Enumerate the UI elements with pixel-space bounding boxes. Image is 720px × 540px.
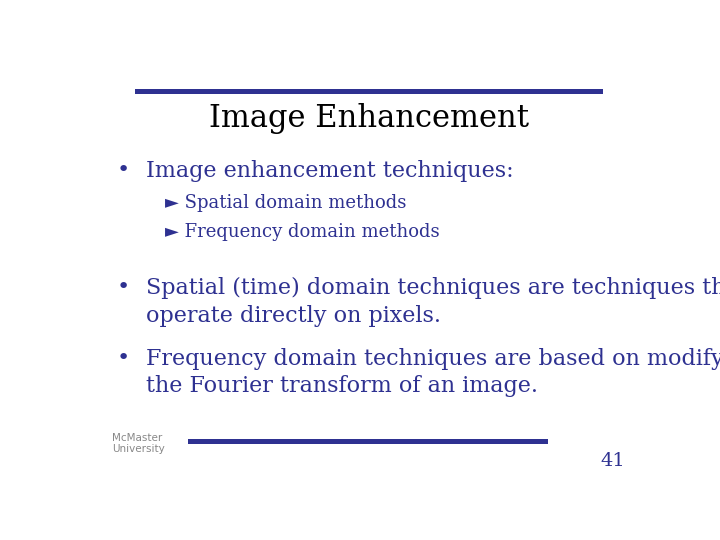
Text: ► Spatial domain methods: ► Spatial domain methods xyxy=(166,194,407,212)
Bar xyxy=(188,439,547,444)
Text: ► Frequency domain methods: ► Frequency domain methods xyxy=(166,223,440,241)
Text: McMaster
University: McMaster University xyxy=(112,433,165,454)
Text: Frequency domain techniques are based on modifying
the Fourier transform of an i: Frequency domain techniques are based on… xyxy=(145,348,720,397)
Text: •: • xyxy=(117,348,130,368)
Text: •: • xyxy=(117,160,130,180)
Bar xyxy=(135,89,603,94)
Text: •: • xyxy=(117,277,130,297)
Text: Image enhancement techniques:: Image enhancement techniques: xyxy=(145,160,513,183)
Text: Spatial (time) domain techniques are techniques that
operate directly on pixels.: Spatial (time) domain techniques are tec… xyxy=(145,277,720,327)
Text: Image Enhancement: Image Enhancement xyxy=(209,103,529,134)
Text: 41: 41 xyxy=(601,452,626,470)
